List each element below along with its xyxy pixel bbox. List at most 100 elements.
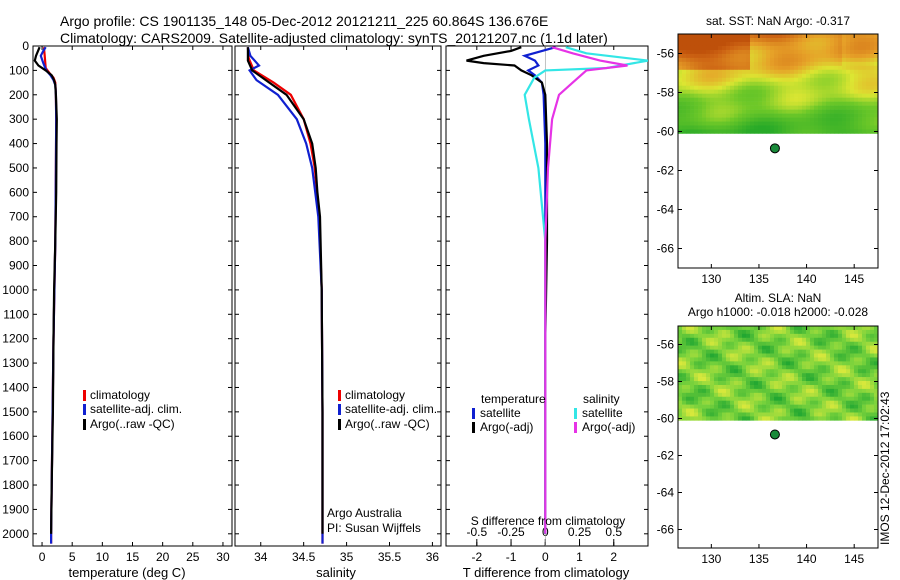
sst-map-cell <box>730 53 735 59</box>
sla-map-cell <box>754 337 759 343</box>
sst-map-cell <box>770 105 775 110</box>
sla-map-cell <box>694 392 699 398</box>
sst-map-cell <box>722 34 727 39</box>
sst-map-cell <box>694 45 699 51</box>
sst-map-cell <box>694 37 699 43</box>
sst-map-cell <box>866 49 871 55</box>
sst-map-cell <box>734 97 739 102</box>
sla-map-cell <box>770 345 775 350</box>
sst-map-cell <box>742 57 747 63</box>
sla-map-cell <box>822 373 827 378</box>
sst-map-cell <box>686 89 691 94</box>
sla-map-cell <box>806 388 811 394</box>
sst-map-cell <box>758 81 763 87</box>
sst-map-cell <box>698 77 703 83</box>
sla-map-cell <box>814 396 819 401</box>
sla-map-cell <box>774 408 779 413</box>
sst-map-cell <box>826 45 831 51</box>
sst-map-cell <box>718 101 723 106</box>
sst-map-cell <box>782 105 787 110</box>
sst-map-cell <box>810 97 815 102</box>
sst-map-cell <box>678 113 683 118</box>
sst-map-cell <box>854 34 859 39</box>
sla-map-cell <box>834 416 839 421</box>
sla-map-cell <box>854 337 859 343</box>
sla-map-cell <box>730 388 735 394</box>
sst-map-cell <box>818 105 823 110</box>
sla-map-cell <box>698 326 703 331</box>
sst-map-cell <box>718 129 723 134</box>
sst-map-cell <box>814 61 819 67</box>
sst-map-cell <box>818 109 823 114</box>
sla-map-cell <box>790 365 795 370</box>
sla-map-cell <box>682 337 687 343</box>
sla-map-cell <box>738 353 743 358</box>
sst-map-cell <box>834 41 839 47</box>
sst-map-cell <box>726 69 731 75</box>
sla-map-cell <box>822 353 827 358</box>
sla-map-cell <box>682 353 687 358</box>
sst-map-cell <box>802 34 807 39</box>
depth-tick-label: 1500 <box>2 405 29 419</box>
sst-map-cell <box>854 101 859 106</box>
sst-map-cell <box>790 129 795 134</box>
temperature-legend-label: satellite-adj. clim. <box>90 402 182 416</box>
sst-map-cell <box>818 101 823 106</box>
sla-map-cell <box>742 404 747 409</box>
sst-map-cell <box>818 93 823 98</box>
sla-map-cell <box>770 373 775 378</box>
sla-map-cell <box>738 369 743 374</box>
legend-salinity-swatch <box>574 408 577 419</box>
sst-map-cell <box>834 73 839 79</box>
sla-map-cell <box>838 353 843 358</box>
temperature-xtick-label: 30 <box>216 550 230 564</box>
sst-map-cell <box>814 41 819 47</box>
sst-map-cell <box>826 93 831 98</box>
sst-map-cell <box>846 117 851 122</box>
sla-map-cell <box>690 361 695 366</box>
sla-map-cell <box>854 357 859 362</box>
sla-map-cell <box>874 337 879 343</box>
sla-map-cell <box>806 329 811 335</box>
sla-map-cell <box>706 365 711 370</box>
sst-map-cell <box>710 125 715 130</box>
sst-map-cell <box>862 129 867 134</box>
sst-map-cell <box>866 73 871 79</box>
sst-map-cell <box>766 65 771 71</box>
sla-map-cell <box>838 365 843 370</box>
sst-map-cell <box>790 65 795 71</box>
sst-map-cell <box>838 121 843 126</box>
sst-map-cell <box>826 69 831 75</box>
sla-map-cell <box>826 345 831 350</box>
sla-map-cell <box>718 412 723 417</box>
s-difference-tick-label: -0.5 <box>466 525 487 539</box>
sst-map-cell <box>770 97 775 102</box>
sla-map-cell <box>678 412 683 417</box>
depth-tick-label: 1900 <box>2 502 29 516</box>
sla-map-cell <box>826 392 831 398</box>
sst-map-cell <box>798 89 803 94</box>
sla-map-cell <box>754 361 759 366</box>
sst-map-cell <box>842 129 847 134</box>
sst-map-cell <box>702 121 707 126</box>
sla-map-cell <box>710 384 715 390</box>
sst-map-cell <box>814 101 819 106</box>
sst-map-cell <box>846 41 851 47</box>
sst-map-cell <box>682 34 687 39</box>
sst-map-cell <box>822 45 827 51</box>
sla-map-cell <box>818 357 823 362</box>
sla-map-cell <box>734 408 739 413</box>
sla-map-cell <box>742 326 747 331</box>
sla-map-cell <box>710 333 715 339</box>
sla-map-cell <box>678 365 683 370</box>
sst-map-cell <box>866 129 871 134</box>
sla-map-cell <box>686 349 691 354</box>
sla-map-cell <box>814 392 819 398</box>
sla-map-cell <box>758 345 763 350</box>
sst-map-cell <box>814 97 819 102</box>
sst-map-cell <box>822 53 827 59</box>
sst-map-cell <box>854 117 859 122</box>
sst-map-cell <box>782 61 787 67</box>
sst-map-cell <box>862 109 867 114</box>
sst-map-cell <box>738 77 743 83</box>
